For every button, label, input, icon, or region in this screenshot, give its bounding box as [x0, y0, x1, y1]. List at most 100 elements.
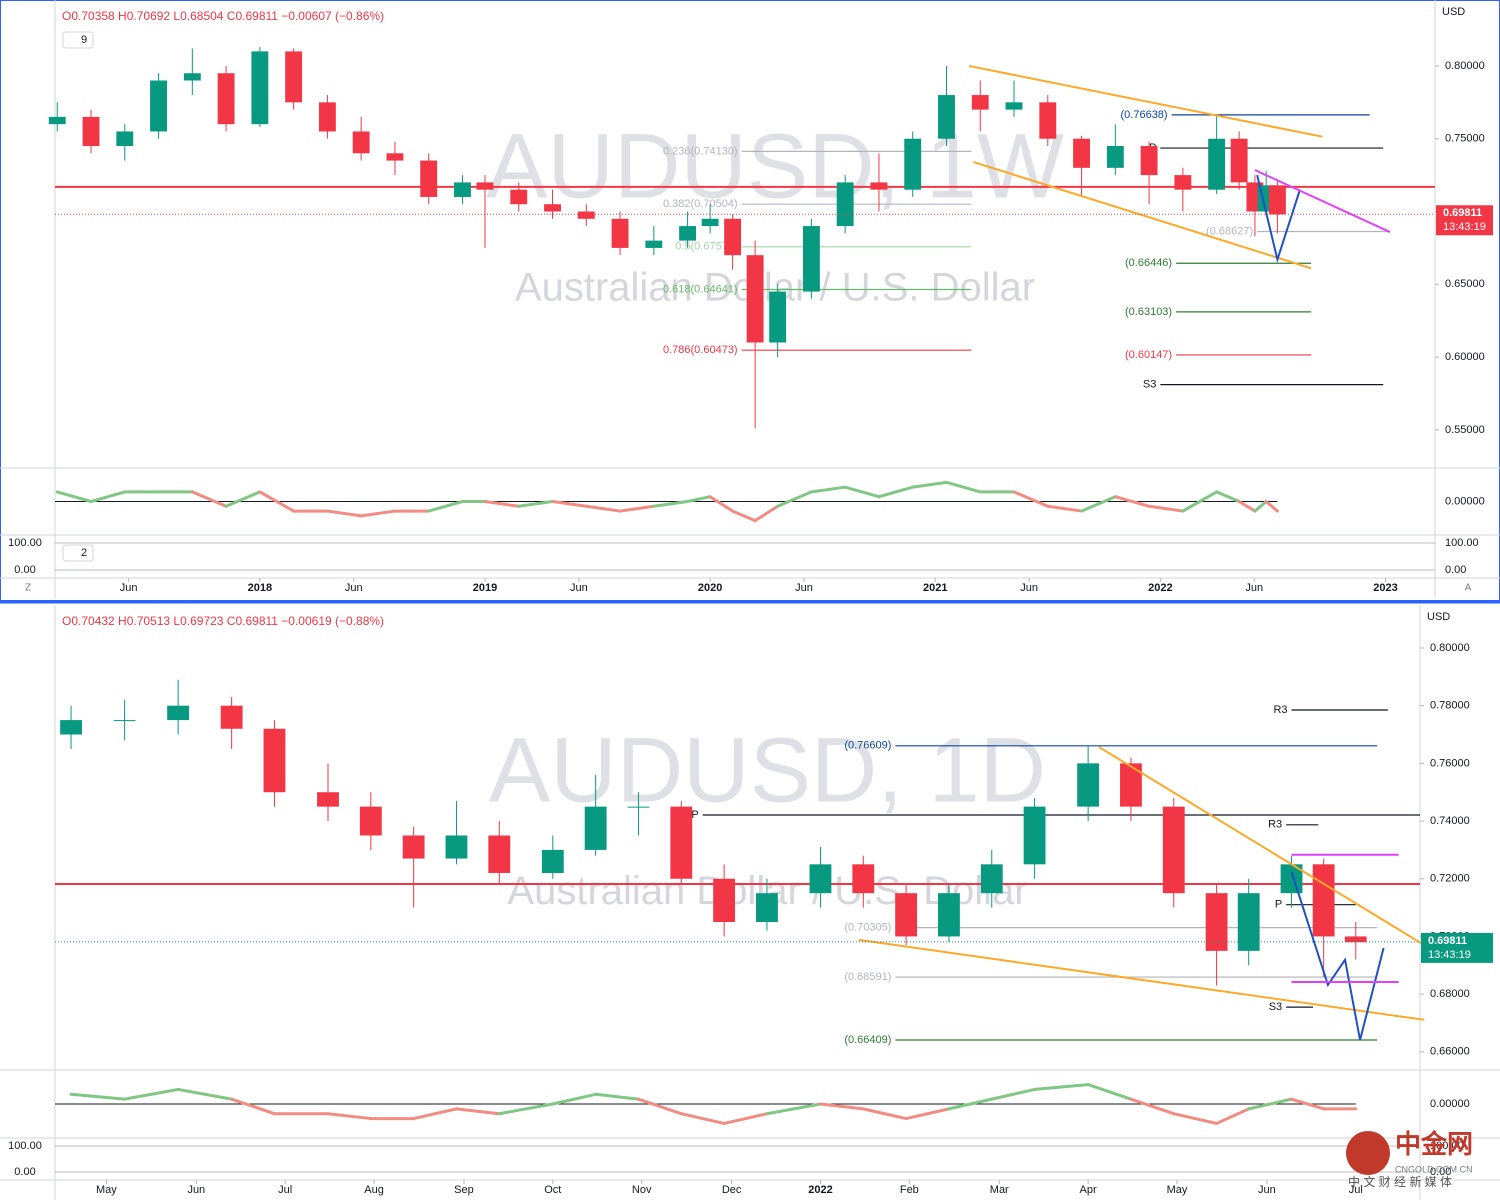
x-tick-label: Jul [1349, 1184, 1363, 1196]
candle-body [645, 240, 663, 248]
candle-body [82, 116, 100, 147]
candle-body [285, 51, 303, 103]
candle-body [1140, 146, 1158, 176]
candle-body [627, 806, 650, 808]
y-tick-label: 0.80000 [1430, 642, 1470, 654]
oscillator-segment [89, 490, 127, 503]
candle-body [352, 131, 370, 154]
oscillator-segment [69, 1092, 127, 1101]
trendline [1256, 174, 1301, 264]
level-label: S3 [1143, 378, 1156, 390]
oscillator-segment [843, 485, 881, 499]
oscillator-segment [636, 1097, 683, 1116]
candle-body [488, 835, 511, 873]
logo-slogan: 中 文 财 经 新 媒 体 [1348, 1174, 1452, 1189]
level-label: (0.76609) [844, 740, 891, 752]
oscillator-segment [258, 490, 296, 513]
watermark-title: AUDUSD, 1W [486, 115, 1064, 217]
y-tick-label: 0.68000 [1430, 988, 1470, 1000]
ohlc-header: O0.70432 H0.70513 L0.69723 C0.69811 −0.0… [62, 614, 384, 628]
y-tick-label: 0.80000 [1445, 60, 1485, 72]
x-tick-label: 2022 [1148, 582, 1172, 594]
level-label: P [691, 809, 698, 821]
oscillator-segment [1046, 504, 1084, 513]
level-label: P [1275, 899, 1282, 911]
price-tag [1436, 205, 1493, 236]
oscillator-segment [911, 480, 948, 489]
oscillator-segment [123, 1087, 180, 1101]
candle-body [220, 705, 243, 729]
candle-body [359, 806, 382, 836]
trendline [1254, 169, 1391, 233]
x-tick-label: 2020 [698, 582, 722, 594]
candle-body [971, 95, 989, 110]
oscillator-segment [412, 1107, 458, 1121]
logo-mark [1346, 1131, 1390, 1175]
candle-body [60, 720, 82, 735]
y-tick-label: 0.72000 [1430, 873, 1470, 885]
oscillator-segment [55, 490, 93, 503]
oscillator-segment [497, 1102, 555, 1116]
level-label: (0.66409) [844, 1034, 891, 1046]
x-tick-label: Nov [632, 1184, 652, 1196]
indicator-label: 2 [81, 547, 87, 559]
candle-body [852, 864, 875, 894]
candle-body [1073, 138, 1090, 168]
x-tick-label: Apr [1080, 1184, 1097, 1196]
candle-body [713, 878, 736, 923]
candle-body [938, 893, 960, 937]
y-tick-label: 0.55000 [1445, 424, 1485, 436]
x-tick-label: 2022 [808, 1184, 832, 1196]
level-label: (0.68627) [1206, 225, 1253, 237]
oscillator-segment [1253, 500, 1268, 513]
oscillator-segment [765, 1102, 822, 1116]
level-label: S3 [1269, 1001, 1282, 1013]
oscillator-segment [1181, 490, 1219, 513]
y-tick-label: 0.00000 [1445, 495, 1485, 507]
candle-body [938, 95, 955, 139]
y-tick-label: 0.00 [1430, 1166, 1451, 1178]
y-tick-label: 100.00 [8, 1140, 42, 1152]
oscillator-segment [584, 504, 622, 513]
oscillator-segment [686, 495, 712, 503]
oscillator-segment [1033, 1083, 1090, 1091]
candle-body [541, 849, 564, 873]
oscillator-segment [809, 485, 847, 494]
oscillator-segment [1172, 1112, 1219, 1125]
candle-body [251, 51, 269, 125]
y-tick-label: 100.00 [1445, 537, 1479, 549]
oscillator-segment [776, 490, 813, 508]
oscillator-segment [190, 490, 228, 508]
oscillator-segment [1247, 1097, 1294, 1111]
candle-body [584, 806, 607, 850]
indicator-label: 9 [81, 34, 87, 46]
logo: 中金网 CNGOLD.COM.CN中 文 财 经 新 媒 体 [1346, 1129, 1473, 1189]
oscillator-segment [1215, 490, 1241, 503]
level-label: R3 [1273, 704, 1287, 716]
y-tick-label: 0.00 [1445, 564, 1466, 576]
y-tick-label: 100.00 [1430, 1140, 1464, 1152]
x-tick-label: Aug [364, 1184, 384, 1196]
oscillator-segment [731, 509, 757, 523]
candle-body [167, 705, 190, 721]
candle-body [510, 189, 528, 205]
oscillator-segment [1080, 495, 1117, 513]
candle-body [420, 160, 438, 197]
oscillator-segment [618, 504, 656, 513]
oscillator-segment [1290, 1097, 1326, 1111]
y-tick-label: 0.00 [14, 1166, 35, 1178]
currency-label: USD [1442, 6, 1465, 18]
x-tick-label: Jun [795, 582, 813, 594]
level-label: (0.76638) [1121, 109, 1168, 121]
candle-body [1208, 138, 1226, 190]
candle-body [980, 864, 1003, 894]
oscillator-segment [224, 490, 262, 508]
oscillator-segment [551, 1092, 598, 1106]
oscillator-segment [818, 1102, 865, 1111]
candle-body [1120, 763, 1142, 807]
oscillator-segment [861, 1107, 908, 1121]
y-tick-label: 0.66000 [1430, 1046, 1470, 1058]
candle-body [611, 218, 629, 248]
oscillator-segment [230, 1097, 276, 1116]
x-tick-label: Jun [1020, 582, 1038, 594]
